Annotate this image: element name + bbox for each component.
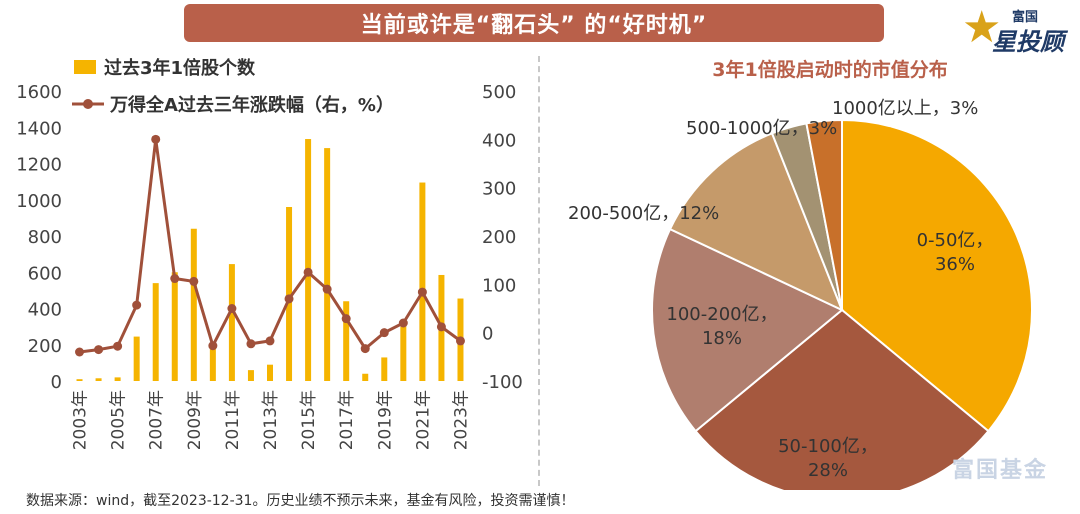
x-tick-label: 2003年 xyxy=(71,390,91,450)
bar xyxy=(362,373,369,381)
y-left-tick-label: 800 xyxy=(28,227,62,248)
y-left-tick-label: 0 xyxy=(51,372,62,393)
bar xyxy=(419,182,426,381)
page-title: 当前或许是“翻石头” 的“好时机” xyxy=(360,13,708,38)
legend-bar-swatch xyxy=(74,60,96,74)
x-tick-label: 2009年 xyxy=(185,390,205,450)
y-right-tick-label: 0 xyxy=(482,324,493,345)
pie-slice xyxy=(805,118,843,311)
line-point xyxy=(284,294,294,304)
bar xyxy=(343,301,350,381)
y-left-tick-label: 400 xyxy=(28,300,62,321)
line-point xyxy=(208,341,218,351)
bar xyxy=(228,264,235,381)
slice-pct-label: 18% xyxy=(702,328,742,349)
slice-pct-label: 36% xyxy=(935,254,975,275)
bar xyxy=(171,272,178,381)
x-tick-label: 2013年 xyxy=(261,390,281,450)
line-point xyxy=(322,284,332,294)
x-tick-label: 2021年 xyxy=(413,390,433,450)
slice-label: 500-1000亿，3% xyxy=(686,118,837,139)
line-point xyxy=(132,300,142,310)
bar xyxy=(95,378,102,381)
title-banner: 当前或许是“翻石头” 的“好时机” xyxy=(184,4,884,42)
line-point xyxy=(455,336,465,346)
bar xyxy=(152,283,159,381)
line-point xyxy=(189,276,199,286)
y-left-tick-label: 1200 xyxy=(16,155,62,176)
x-tick-label: 2019年 xyxy=(375,390,395,450)
bar xyxy=(286,207,293,381)
y-right-tick-label: -100 xyxy=(482,372,523,393)
y-left-tick-label: 1000 xyxy=(16,191,62,212)
x-tick-label: 2017年 xyxy=(337,390,357,450)
logo-line2: 星投顾 xyxy=(992,28,1064,56)
brand-logo: ★ 富国 星投顾 xyxy=(962,2,1072,57)
line-point xyxy=(75,347,85,357)
bar xyxy=(133,336,140,381)
line-point xyxy=(94,345,104,355)
pie-slice xyxy=(651,227,844,433)
x-tick-label: 2011年 xyxy=(223,390,243,450)
bar xyxy=(324,148,331,381)
y-left-tick-label: 600 xyxy=(28,263,62,284)
line-point xyxy=(170,274,180,284)
line-point xyxy=(436,322,446,332)
slice-label: 50-100亿， xyxy=(778,436,878,457)
bar xyxy=(381,357,388,381)
x-tick-label: 2007年 xyxy=(147,390,167,450)
line-point xyxy=(246,339,256,349)
line-point xyxy=(113,341,123,351)
y-right-tick-label: 400 xyxy=(482,130,516,151)
slice-label: 200-500亿，12% xyxy=(568,203,719,224)
pie-slice xyxy=(668,132,844,312)
line-point xyxy=(417,287,427,297)
bar xyxy=(209,344,216,381)
y-left-tick-label: 200 xyxy=(28,336,62,357)
footnote: 数据来源：wind，截至2023-12-31。历史业绩不预示未来，基金有风险，投… xyxy=(26,493,575,509)
x-tick-label: 2015年 xyxy=(299,390,319,450)
slice-label: 0-50亿， xyxy=(917,230,994,251)
legend-line-label: 万得全A过去三年涨跌幅（右，%） xyxy=(109,94,394,116)
pie-chart: 3年1倍股启动时的市值分布 0-50亿， 36% 50-100亿， 28% 100-200… xyxy=(568,58,1033,490)
line-point xyxy=(398,318,408,328)
bar xyxy=(114,377,121,381)
line-point xyxy=(265,336,275,346)
bar xyxy=(400,326,407,381)
star-icon: ★ xyxy=(962,2,1002,53)
y-left-tick-label: 1400 xyxy=(16,118,62,139)
line-point xyxy=(303,267,313,277)
y-left-tick-label: 1600 xyxy=(16,82,62,103)
legend-line-marker xyxy=(83,99,93,109)
bar xyxy=(305,139,312,381)
bar xyxy=(76,379,83,381)
logo-line1: 富国 xyxy=(1012,10,1039,25)
panel-divider xyxy=(538,56,540,486)
bar xyxy=(190,228,197,381)
line-point xyxy=(379,328,389,338)
y-right-tick-label: 200 xyxy=(482,227,516,248)
line-point xyxy=(360,344,370,354)
legend-bar-label: 过去3年1倍股个数 xyxy=(104,57,256,79)
x-tick-label: 2023年 xyxy=(451,390,471,450)
y-right-tick-label: 300 xyxy=(482,179,516,200)
slice-label: 100-200亿， xyxy=(666,304,777,325)
pie-slice xyxy=(694,308,990,490)
bar xyxy=(247,370,254,381)
slice-pct-label: 28% xyxy=(808,460,848,481)
watermark-text: 富国基金 xyxy=(952,458,1049,483)
bar xyxy=(267,364,273,381)
line-point xyxy=(227,304,237,313)
y-right-tick-label: 500 xyxy=(482,82,516,103)
line-point xyxy=(341,314,351,324)
pie-title: 3年1倍股启动时的市值分布 xyxy=(712,58,947,81)
bar-line-chart: 0 200 400 600 800 1000 1200 1400 1600 -100 0 100 200… xyxy=(16,57,523,450)
slice-label: 1000亿以上，3% xyxy=(832,98,978,119)
line-point xyxy=(151,134,161,144)
pie-slice xyxy=(841,118,1033,433)
y-right-tick-label: 100 xyxy=(482,275,516,296)
x-tick-label: 2005年 xyxy=(109,390,129,450)
